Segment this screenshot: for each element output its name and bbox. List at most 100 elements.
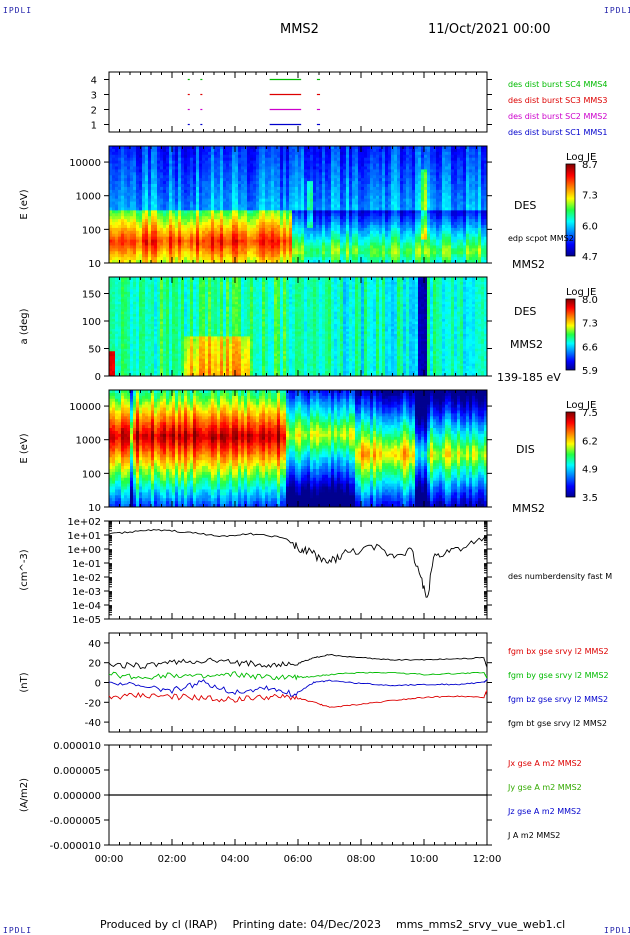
des-energy-spectrogram-cell	[184, 243, 187, 246]
des-energy-spectrogram-cell	[454, 254, 457, 257]
des-energy-spectrogram-cell	[463, 243, 466, 246]
des-energy-spectrogram-cell	[265, 169, 268, 172]
des-energy-spectrogram-cell	[472, 155, 475, 158]
des-energy-spectrogram-cell	[226, 178, 229, 181]
des-energy-spectrogram-cell	[367, 219, 370, 222]
des-energy-spectrogram-cell	[325, 202, 328, 205]
des-energy-spectrogram-cell	[358, 210, 361, 213]
des-energy-spectrogram-cell	[214, 205, 217, 208]
des-energy-spectrogram-cell	[481, 155, 484, 158]
des-energy-spectrogram-cell	[370, 178, 373, 181]
des-energy-spectrogram-cell	[391, 152, 394, 155]
des-energy-spectrogram-cell	[181, 248, 184, 251]
des-energy-spectrogram-cell	[430, 234, 433, 237]
des-energy-spectrogram-cell	[202, 234, 205, 237]
des-energy-spectrogram-cell	[421, 161, 424, 164]
des-energy-spectrogram-cell	[343, 190, 346, 193]
des-energy-spectrogram-cell	[367, 254, 370, 257]
summary-plot: 4321des dist burst SC1 MMS1des dist burs…	[0, 0, 630, 934]
des-energy-spectrogram-cell	[181, 240, 184, 243]
des-energy-spectrogram-cell	[451, 152, 454, 155]
des-energy-spectrogram-cell	[133, 166, 136, 169]
des-energy-spectrogram-cell	[367, 248, 370, 251]
des-energy-spectrogram-cell	[235, 245, 238, 248]
des-energy-spectrogram-cell	[145, 152, 148, 155]
des-energy-spectrogram-cell	[439, 187, 442, 190]
des-energy-spectrogram-cell	[283, 169, 286, 172]
des-energy-spectrogram-cell	[118, 149, 121, 152]
des-energy-spectrogram-cell	[397, 196, 400, 199]
des-energy-spectrogram-cell	[397, 254, 400, 257]
des-energy-spectrogram-cell	[367, 187, 370, 190]
des-energy-spectrogram-cell	[466, 251, 469, 254]
des-energy-spectrogram-cell	[109, 222, 112, 225]
des-energy-spectrogram-cell	[268, 178, 271, 181]
des-energy-spectrogram-cell	[181, 152, 184, 155]
des-energy-spectrogram-cell	[448, 193, 451, 196]
des-energy-spectrogram-cell	[412, 152, 415, 155]
des-energy-spectrogram-cell	[142, 234, 145, 237]
des-energy-spectrogram-cell	[307, 205, 310, 208]
des-energy-spectrogram-cell	[466, 169, 469, 172]
des-energy-spectrogram-cell	[349, 158, 352, 161]
des-energy-spectrogram-cell	[157, 178, 160, 181]
des-energy-spectrogram-cell	[400, 169, 403, 172]
des-energy-spectrogram-cell	[301, 152, 304, 155]
des-energy-spectrogram-cell	[349, 234, 352, 237]
des-energy-spectrogram-cell	[115, 243, 118, 246]
des-energy-spectrogram-cell	[145, 169, 148, 172]
des-energy-spectrogram-cell	[208, 222, 211, 225]
des-energy-spectrogram-cell	[352, 158, 355, 161]
des-energy-spectrogram-cell	[472, 240, 475, 243]
des-energy-spectrogram-cell	[394, 166, 397, 169]
des-energy-spectrogram-cell	[358, 251, 361, 254]
des-energy-spectrogram-cell	[271, 175, 274, 178]
des-energy-spectrogram-cell	[433, 196, 436, 199]
des-energy-spectrogram-cell	[352, 187, 355, 190]
des-energy-spectrogram-cell	[298, 175, 301, 178]
des-energy-spectrogram-cell	[364, 184, 367, 187]
des-energy-spectrogram-cell	[430, 164, 433, 167]
des-energy-spectrogram-cell	[169, 175, 172, 178]
des-energy-spectrogram-cell	[472, 207, 475, 210]
des-energy-spectrogram-cell	[244, 225, 247, 228]
des-energy-spectrogram-cell	[409, 152, 412, 155]
des-energy-spectrogram-cell	[220, 190, 223, 193]
des-energy-spectrogram-cell	[295, 245, 298, 248]
des-energy-spectrogram-cell	[457, 228, 460, 231]
des-energy-spectrogram-cell	[280, 169, 283, 172]
des-energy-spectrogram-cell	[433, 187, 436, 190]
des-energy-spectrogram-cell	[133, 222, 136, 225]
des-energy-spectrogram-cell	[154, 155, 157, 158]
des-energy-spectrogram-cell	[322, 222, 325, 225]
des-energy-spectrogram-cell	[442, 248, 445, 251]
des-energy-spectrogram-cell	[163, 237, 166, 240]
des-energy-spectrogram-cell	[250, 245, 253, 248]
des-energy-spectrogram-cell	[229, 219, 232, 222]
des-energy-spectrogram-cell	[226, 190, 229, 193]
des-energy-spectrogram-cell	[385, 225, 388, 228]
des-energy-spectrogram-cell	[151, 196, 154, 199]
des-energy-spectrogram-cell	[247, 248, 250, 251]
des-energy-spectrogram-cell	[241, 243, 244, 246]
des-energy-spectrogram-cell	[268, 175, 271, 178]
des-energy-spectrogram-cell	[361, 175, 364, 178]
des-energy-spectrogram-cell	[325, 243, 328, 246]
des-energy-spectrogram-cell	[277, 219, 280, 222]
des-energy-spectrogram-cell	[469, 207, 472, 210]
des-energy-spectrogram-cell	[421, 155, 424, 158]
des-energy-spectrogram-cell	[211, 216, 214, 219]
des-energy-spectrogram-cell	[292, 205, 295, 208]
des-energy-spectrogram-cell	[370, 207, 373, 210]
des-energy-spectrogram-cell	[124, 175, 127, 178]
des-energy-spectrogram-cell	[307, 149, 310, 152]
des-energy-spectrogram-cell	[274, 199, 277, 202]
des-energy-spectrogram-cell	[379, 178, 382, 181]
des-energy-spectrogram-cell	[229, 240, 232, 243]
des-energy-spectrogram-cell	[313, 213, 316, 216]
des-energy-spectrogram-cell	[463, 251, 466, 254]
des-energy-spectrogram-cell	[418, 257, 421, 260]
des-energy-spectrogram-cell	[166, 187, 169, 190]
des-energy-spectrogram-cell	[403, 155, 406, 158]
des-energy-spectrogram-cell	[301, 231, 304, 234]
